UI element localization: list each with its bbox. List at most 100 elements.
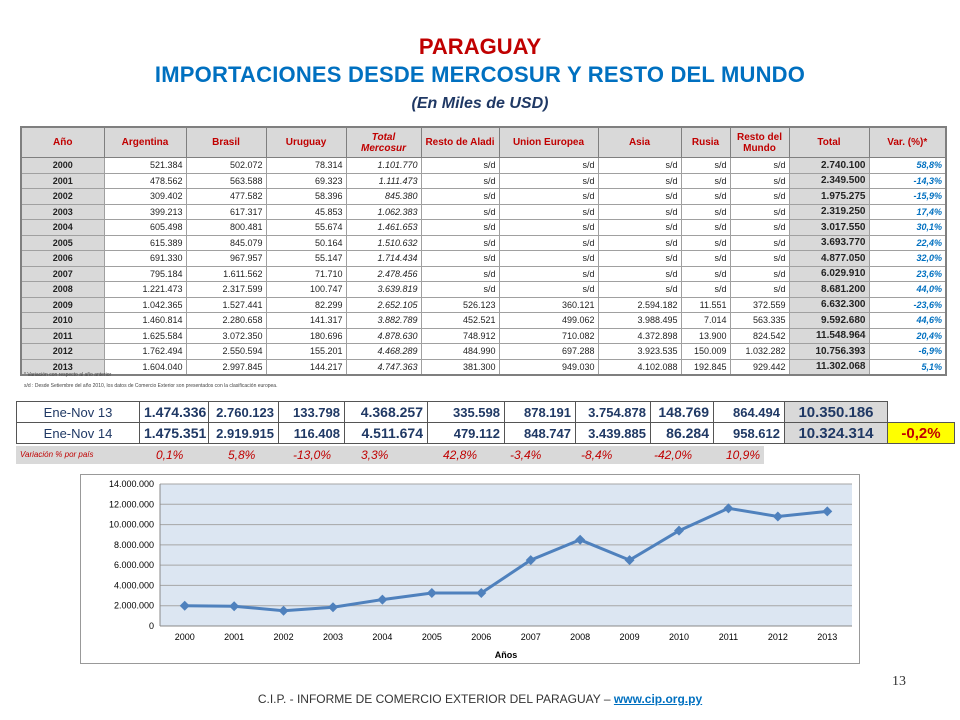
x-tick-label: 2004 <box>372 632 392 642</box>
table-row: 2009 1.042.365 1.527.441 82.299 2.652.105 526… <box>20 296 947 313</box>
variation-cell: 44,0% <box>868 281 947 298</box>
variation-cell: 58,8% <box>868 157 947 174</box>
value-cell: s/d <box>680 203 731 220</box>
variation-value: -8,4% <box>581 448 613 462</box>
value-cell: s/d <box>420 234 500 251</box>
value-cell: 78.314 <box>265 157 347 174</box>
x-tick-label: 2006 <box>471 632 491 642</box>
data-point <box>278 605 289 616</box>
value-cell: 3.882.789 <box>345 312 422 329</box>
value-cell: 116.408 <box>278 422 345 444</box>
imports-table: Año Argentina Brasil Uruguay Total Merco… <box>20 126 947 376</box>
data-point <box>723 503 734 514</box>
header-cell: Asia <box>597 126 682 158</box>
variation-value: -3,4% <box>510 448 542 462</box>
header-cell: Resto de Aladi <box>420 126 500 158</box>
value-cell: 4.372.898 <box>597 327 682 344</box>
value-cell: s/d <box>597 188 682 205</box>
value-cell: s/d <box>498 281 599 298</box>
value-cell: 2.997.845 <box>185 358 267 376</box>
value-cell: 878.191 <box>504 401 576 423</box>
variation-cell: 23,6% <box>868 265 947 282</box>
value-cell: 55.674 <box>265 219 347 236</box>
total-cell: 11.302.068 <box>788 358 870 376</box>
y-tick-label: 6.000.000 <box>114 560 154 570</box>
value-cell: s/d <box>498 172 599 189</box>
value-cell: 949.030 <box>498 358 599 376</box>
y-tick-label: 14.000.000 <box>109 479 154 489</box>
value-cell: 1.461.653 <box>345 219 422 236</box>
page-subtitle-units: (En Miles de USD) <box>411 95 549 112</box>
variation-cell: -0,2% <box>887 422 955 444</box>
value-cell: 192.845 <box>680 358 731 376</box>
value-cell: 86.284 <box>650 422 714 444</box>
value-cell: 2.760.123 <box>208 401 279 423</box>
x-tick-label: 2013 <box>817 632 837 642</box>
variation-value: 0,1% <box>156 448 184 462</box>
value-cell: s/d <box>729 219 790 236</box>
ene-nov-body: Ene-Nov 13 1.474.336 2.760.123 133.798 4.368… <box>16 401 955 444</box>
variation-cell <box>888 402 955 423</box>
value-cell: 1.475.351 <box>139 422 209 444</box>
value-cell: s/d <box>729 203 790 220</box>
page-title-country: PARAGUAY <box>418 34 542 59</box>
ene-nov-row: Ene-Nov 13 1.474.336 2.760.123 133.798 4.368… <box>16 401 955 423</box>
year-cell: 2004 <box>20 219 105 236</box>
value-cell: s/d <box>498 234 599 251</box>
variation-value: -42,0% <box>654 448 693 462</box>
variation-value: 5,8% <box>228 448 256 462</box>
value-cell: s/d <box>498 188 599 205</box>
data-point <box>525 555 536 566</box>
header-cell: Total Mercosur <box>345 126 422 158</box>
value-cell: s/d <box>729 157 790 174</box>
y-tick-label: 4.000.000 <box>114 580 154 590</box>
value-cell: 958.612 <box>713 422 785 444</box>
year-cell: 2003 <box>20 203 105 220</box>
table-row: 2010 1.460.814 2.280.658 141.317 3.882.789 45… <box>20 312 947 329</box>
data-point <box>674 525 684 536</box>
value-cell: s/d <box>729 281 790 298</box>
table-row: 2013 1.604.040 2.997.845 144.217 4.747.363 38… <box>20 358 947 376</box>
footnote-variation: * Variación con respecto al año anterior <box>24 372 112 378</box>
x-axis-label: Años <box>495 650 518 660</box>
value-cell: 4.878.630 <box>345 327 422 344</box>
value-cell: s/d <box>420 265 500 282</box>
ene-nov-table: Ene-Nov 13 1.474.336 2.760.123 133.798 4.368… <box>16 401 955 444</box>
table-row: 2002 309.402 477.582 58.396 845.380 s/d s/d s/d… <box>20 188 947 205</box>
value-cell: 3.923.535 <box>597 343 682 360</box>
table-row: 2005 615.389 845.079 50.164 1.510.632 s/d s/d s… <box>20 234 947 251</box>
value-cell: s/d <box>680 219 731 236</box>
value-cell: 141.317 <box>265 312 347 329</box>
year-cell: 2011 <box>20 327 105 344</box>
imports-line-chart: 0 2.000.000 4.000.000 6.000.000 8.000.000 10.… <box>80 474 860 664</box>
value-cell: 1.714.434 <box>345 250 422 267</box>
variation-value: -13,0% <box>293 448 332 462</box>
year-cell: 2010 <box>20 312 105 329</box>
value-cell: s/d <box>420 188 500 205</box>
footer-link[interactable]: www.cip.org.py <box>613 692 703 706</box>
table-header-row: Año Argentina Brasil Uruguay Total Merco… <box>20 126 947 158</box>
value-cell: 526.123 <box>420 296 500 313</box>
value-cell: 155.201 <box>265 343 347 360</box>
table-row: 2007 795.184 1.611.562 71.710 2.478.456 s/d s/… <box>20 265 947 282</box>
value-cell: 2.594.182 <box>597 296 682 313</box>
value-cell: 1.611.562 <box>185 265 267 282</box>
footnote-sd: s/d : Desde Setiembre del año 2010, los … <box>24 383 278 389</box>
value-cell: 55.147 <box>265 250 347 267</box>
value-cell: 4.468.289 <box>345 343 422 360</box>
value-cell: 477.582 <box>185 188 267 205</box>
variation-cell: 30,1% <box>868 219 947 236</box>
value-cell: s/d <box>597 203 682 220</box>
value-cell: 452.521 <box>420 312 500 329</box>
value-cell: s/d <box>597 281 682 298</box>
value-cell: s/d <box>420 250 500 267</box>
table-row: 2006 691.330 967.957 55.147 1.714.434 s/d s/d s… <box>20 250 947 267</box>
variation-cell: 32,0% <box>868 250 947 267</box>
x-tick-label: 2007 <box>521 632 541 642</box>
value-cell: s/d <box>597 250 682 267</box>
value-cell: s/d <box>498 265 599 282</box>
value-cell: 845.079 <box>185 234 267 251</box>
x-tick-label: 2009 <box>620 632 640 642</box>
header-cell: Año <box>20 126 105 158</box>
year-cell: 2000 <box>20 157 105 174</box>
